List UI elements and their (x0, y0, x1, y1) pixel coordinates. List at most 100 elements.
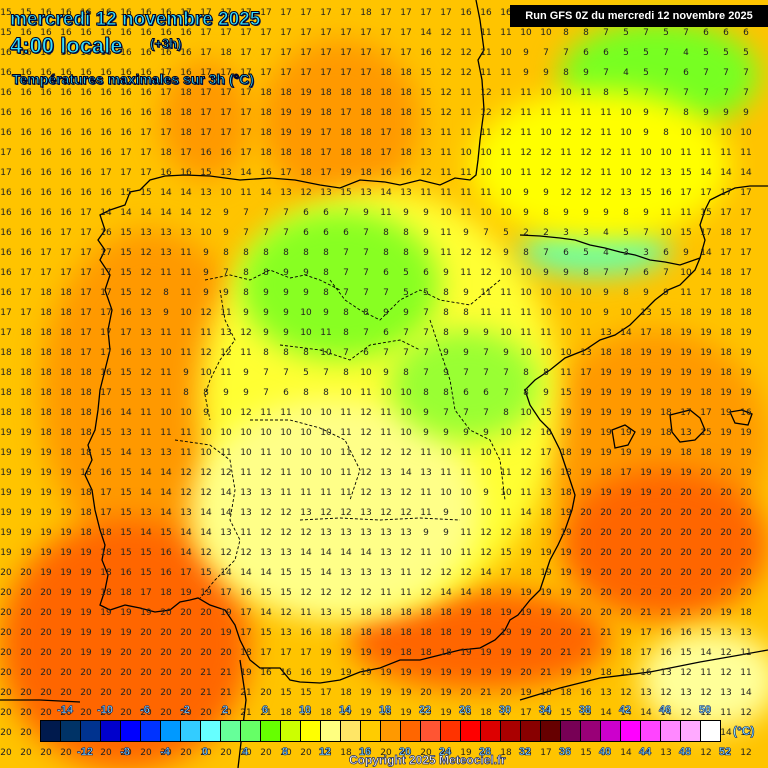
grid-value: 9 (463, 288, 469, 298)
grid-value: 7 (243, 228, 249, 238)
grid-value: 11 (500, 68, 512, 78)
grid-value: 19 (560, 408, 572, 418)
grid-value: 15 (120, 528, 132, 538)
grid-value: 17 (0, 308, 12, 318)
grid-value: 8 (443, 308, 449, 318)
grid-value: 10 (400, 408, 412, 418)
grid-value: 6 (383, 328, 389, 338)
grid-value: 16 (160, 28, 172, 38)
grid-value: 9 (523, 48, 529, 58)
grid-value: 12 (360, 588, 372, 598)
grid-value: 11 (460, 188, 472, 198)
legend-label-bottom: 20 (398, 746, 412, 759)
grid-value: 14 (640, 708, 652, 718)
grid-value: 7 (423, 328, 429, 338)
grid-value: 10 (500, 268, 512, 278)
grid-value: 11 (320, 488, 332, 498)
grid-value: 21 (260, 708, 272, 718)
grid-value: 19 (300, 108, 312, 118)
grid-value: 20 (40, 608, 52, 618)
grid-value: 6 (463, 388, 469, 398)
grid-value: 7 (343, 348, 349, 358)
legend-swatch (201, 721, 221, 741)
grid-value: 20 (700, 608, 712, 618)
grid-value: 19 (40, 568, 52, 578)
grid-value: 7 (383, 348, 389, 358)
grid-value: 6 (663, 248, 669, 258)
grid-value: 17 (260, 8, 272, 18)
grid-value: 19 (680, 328, 692, 338)
grid-value: 6 (683, 68, 689, 78)
grid-value: 21 (240, 688, 252, 698)
grid-value: 17 (20, 308, 32, 318)
grid-value: 10 (200, 428, 212, 438)
grid-value: 18 (180, 88, 192, 98)
legend-swatch (81, 721, 101, 741)
grid-value: 20 (700, 568, 712, 578)
grid-value: 16 (80, 108, 92, 118)
grid-value: 13 (240, 508, 252, 518)
grid-value: 18 (720, 228, 732, 238)
grid-value: 9 (443, 368, 449, 378)
grid-value: 18 (400, 628, 412, 638)
grid-value: 11 (480, 308, 492, 318)
grid-value: 10 (560, 288, 572, 298)
grid-value: 15 (260, 628, 272, 638)
grid-value: 13 (680, 748, 692, 758)
grid-value: 9 (443, 428, 449, 438)
grid-value: 10 (700, 128, 712, 138)
grid-value: 15 (120, 368, 132, 378)
legend-label-top: 14 (338, 704, 352, 717)
grid-value: 8 (303, 388, 309, 398)
grid-value: 18 (600, 468, 612, 478)
grid-value: 19 (740, 428, 752, 438)
grid-value: 11 (520, 108, 532, 118)
grid-value: 19 (540, 608, 552, 618)
grid-value: 11 (260, 408, 272, 418)
grid-value: 17 (0, 328, 12, 338)
legend-swatch (121, 721, 141, 741)
grid-value: 11 (200, 328, 212, 338)
grid-value: 18 (380, 708, 392, 718)
legend-label-top: -14 (57, 704, 74, 717)
grid-value: 17 (180, 148, 192, 158)
grid-value: 13 (400, 188, 412, 198)
grid-value: 21 (660, 608, 672, 618)
grid-value: 10 (200, 368, 212, 378)
grid-value: 20 (140, 688, 152, 698)
grid-value: 20 (100, 708, 112, 718)
grid-value: 12 (700, 708, 712, 718)
grid-value: 10 (260, 428, 272, 438)
grid-value: 6 (363, 348, 369, 358)
grid-value: 15 (580, 748, 592, 758)
grid-value: 8 (323, 388, 329, 398)
grid-value: 20 (40, 708, 52, 718)
grid-value: 15 (140, 188, 152, 198)
grid-value: 11 (460, 128, 472, 138)
grid-value: 3 (583, 228, 589, 238)
grid-value: 17 (720, 248, 732, 258)
grid-value: 7 (463, 368, 469, 378)
grid-value: 8 (303, 248, 309, 258)
grid-value: 11 (480, 288, 492, 298)
legend-label-top: 18 (378, 704, 392, 717)
legend-swatch (421, 721, 441, 741)
grid-value: 15 (160, 528, 172, 538)
grid-value: 18 (560, 468, 572, 478)
grid-value: 16 (120, 68, 132, 78)
grid-value: 11 (440, 228, 452, 238)
grid-value: 13 (340, 568, 352, 578)
grid-value: 16 (40, 28, 52, 38)
grid-value: 18 (560, 448, 572, 458)
grid-value: 18 (320, 748, 332, 758)
grid-value: 11 (340, 488, 352, 498)
grid-value: 20 (740, 508, 752, 518)
grid-value: 18 (40, 288, 52, 298)
grid-value: 20 (640, 528, 652, 538)
grid-value: 11 (460, 528, 472, 538)
grid-value: 17 (160, 68, 172, 78)
grid-value: 9 (363, 208, 369, 218)
grid-value: 17 (0, 168, 12, 178)
grid-value: 20 (0, 688, 12, 698)
